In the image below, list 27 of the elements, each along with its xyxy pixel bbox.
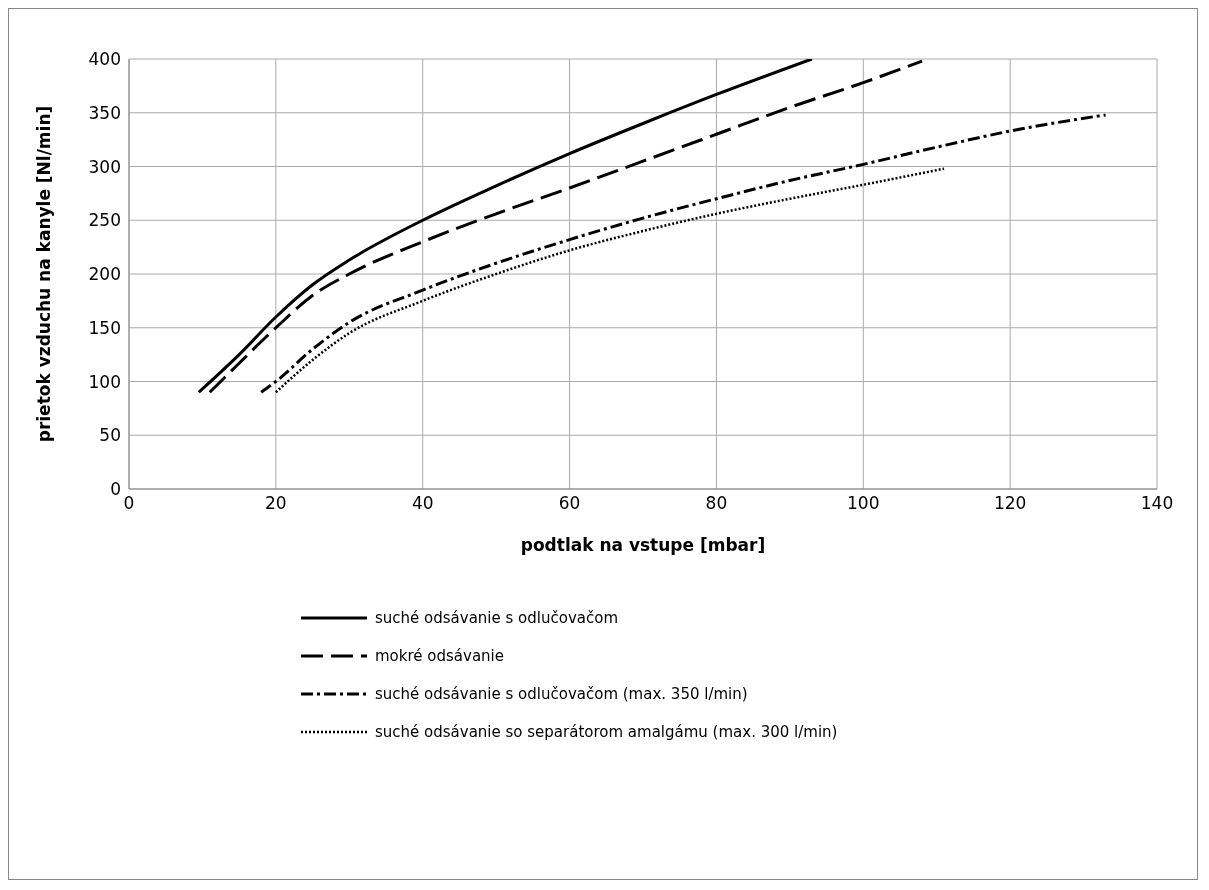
y-tick-label: 100 (88, 371, 121, 392)
legend-label: suché odsávanie s odlučovačom (max. 350 l/min) (375, 685, 748, 703)
legend-label: mokré odsávanie (375, 647, 504, 665)
legend-label: suché odsávanie s odlučovačom (375, 609, 619, 627)
y-tick-label: 150 (88, 317, 121, 338)
y-tick-label: 200 (88, 264, 121, 285)
x-tick-label: 140 (1140, 493, 1174, 514)
x-tick-label: 100 (847, 493, 880, 514)
legend-label: suché odsávanie so separátorom amalgámu (max. 300 l/min) (375, 723, 838, 741)
line-series (259, 113, 1108, 394)
x-axis-title: podtlak na vstupe [mbar] (520, 535, 766, 555)
x-tick-label: 20 (265, 493, 287, 514)
x-tick-label: 120 (993, 493, 1027, 514)
y-tick-label: 0 (110, 479, 121, 500)
y-tick-label: 250 (88, 210, 121, 231)
y-tick-label: 350 (88, 102, 121, 123)
line-series (208, 59, 924, 394)
x-tick-label: 80 (705, 493, 728, 514)
line-series (197, 59, 814, 394)
x-tick-label: 40 (411, 493, 434, 514)
y-tick-label: 50 (99, 425, 121, 446)
y-tick-label: 300 (88, 156, 121, 177)
y-tick-label: 400 (88, 49, 121, 70)
y-axis-title: prietok vzduchu na kanyle [Nl/min] (34, 105, 55, 443)
x-tick-label: 0 (123, 493, 135, 514)
line-series (274, 167, 946, 394)
x-tick-label: 60 (558, 493, 581, 514)
